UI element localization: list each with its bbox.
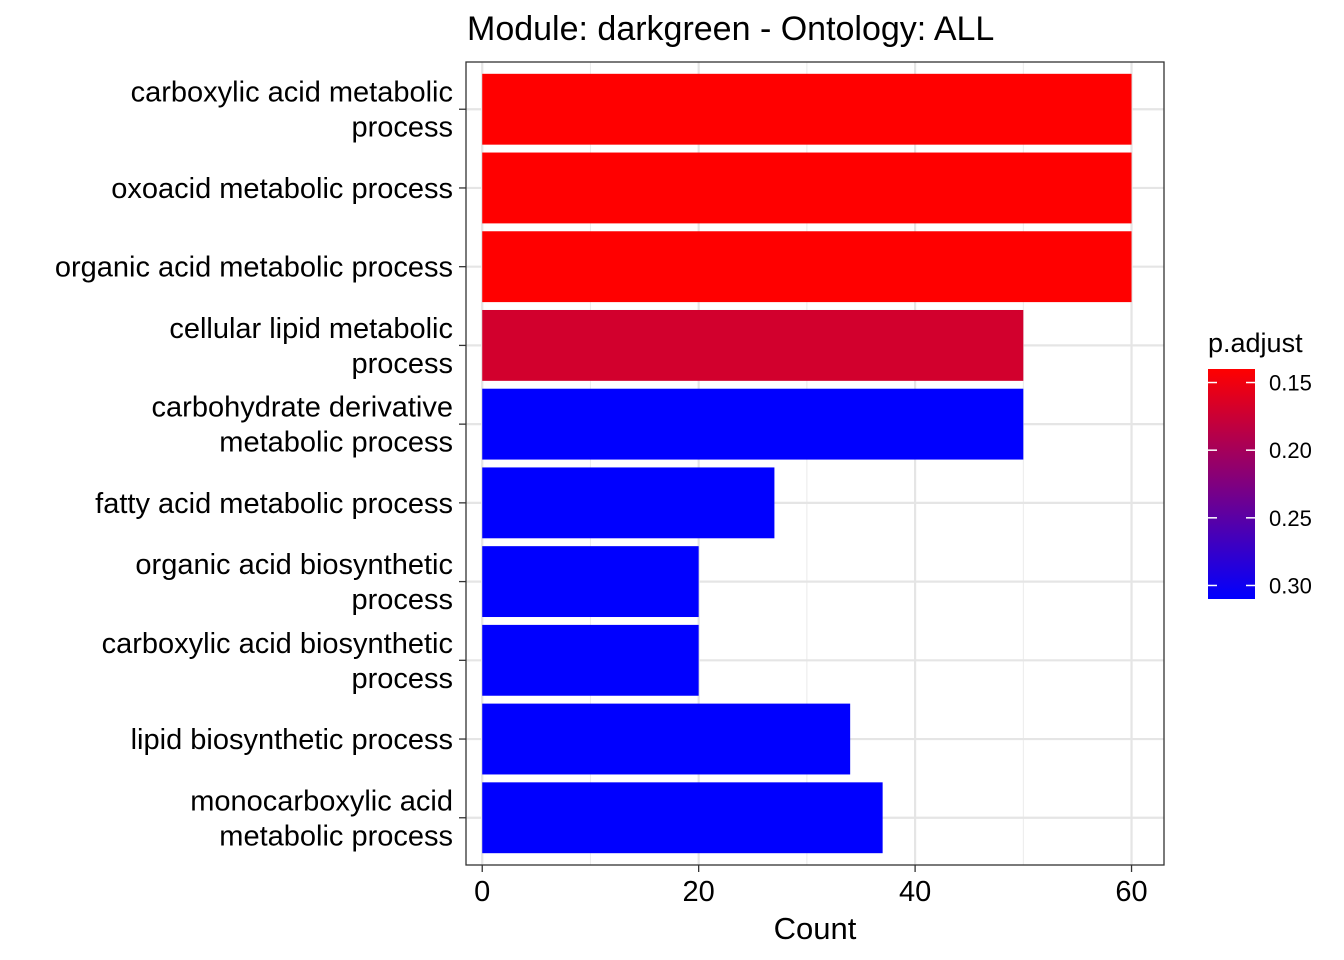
x-tick-label: 20	[683, 876, 715, 908]
bar	[482, 388, 1024, 460]
y-tick-label: oxoacid metabolic process	[111, 173, 453, 205]
legend: p.adjust 0.15 0.20 0.25 0.30	[1208, 328, 1312, 599]
x-tick-label: 0	[474, 876, 490, 908]
y-tick-label-line: lipid biosynthetic process	[131, 724, 453, 756]
y-tick-label-line: carboxylic acid metabolic	[131, 77, 453, 109]
y-tick-label-line: process	[351, 348, 453, 380]
bar	[482, 624, 699, 696]
x-tick-label: 60	[1115, 876, 1147, 908]
legend-tick-label: 0.30	[1269, 573, 1312, 598]
bar	[482, 309, 1024, 381]
legend-tick-label: 0.25	[1269, 506, 1312, 531]
bar	[482, 231, 1132, 303]
y-tick-label-line: fatty acid metabolic process	[95, 488, 453, 520]
bar	[482, 703, 851, 775]
y-tick-label-line: oxoacid metabolic process	[111, 173, 453, 205]
x-axis: 0 20 40 60	[474, 865, 1148, 908]
y-tick-label: organic acid biosynthetic process	[135, 549, 453, 616]
x-axis-label: Count	[774, 911, 857, 946]
legend-tick-label: 0.20	[1269, 438, 1312, 463]
bar	[482, 73, 1132, 145]
y-tick-label-line: process	[351, 112, 453, 144]
plot-panel-border	[465, 61, 1165, 866]
y-tick-label: lipid biosynthetic process	[131, 724, 453, 756]
y-tick-label: organic acid metabolic process	[55, 252, 453, 284]
y-tick-label: cellular lipid metabolic process	[169, 313, 453, 380]
y-tick-label-line: cellular lipid metabolic	[169, 313, 453, 345]
bar	[482, 152, 1132, 224]
bar	[482, 546, 699, 618]
bar	[482, 467, 775, 539]
y-tick-label-line: process	[351, 663, 453, 695]
y-tick-label-line: monocarboxylic acid	[190, 785, 453, 817]
y-tick-label: carboxylic acid metabolic process	[131, 77, 453, 144]
chart-title: Module: darkgreen - Ontology: ALL	[467, 10, 994, 48]
y-tick-label: fatty acid metabolic process	[95, 488, 453, 520]
y-axis: carboxylic acid metabolic processoxoacid …	[55, 77, 466, 852]
y-tick-label-line: metabolic process	[219, 820, 453, 852]
y-tick-label-line: process	[351, 584, 453, 616]
y-tick-label: carbohydrate derivative metabolic process	[152, 392, 453, 459]
legend-tick-label: 0.15	[1269, 371, 1312, 396]
y-tick-label-line: organic acid metabolic process	[55, 252, 453, 284]
bar	[482, 782, 883, 854]
legend-title: p.adjust	[1208, 328, 1303, 358]
y-tick-label-line: carboxylic acid biosynthetic	[102, 628, 453, 660]
y-tick-label: carboxylic acid biosynthetic process	[102, 628, 453, 695]
bars	[482, 73, 1132, 854]
y-tick-label-line: carbohydrate derivative	[152, 392, 453, 424]
y-tick-label-line: organic acid biosynthetic	[135, 549, 453, 581]
x-tick-label: 40	[899, 876, 931, 908]
y-tick-label-line: metabolic process	[219, 427, 453, 459]
legend-colorbar	[1208, 369, 1255, 599]
y-tick-label: monocarboxylic acid metabolic process	[190, 785, 453, 852]
